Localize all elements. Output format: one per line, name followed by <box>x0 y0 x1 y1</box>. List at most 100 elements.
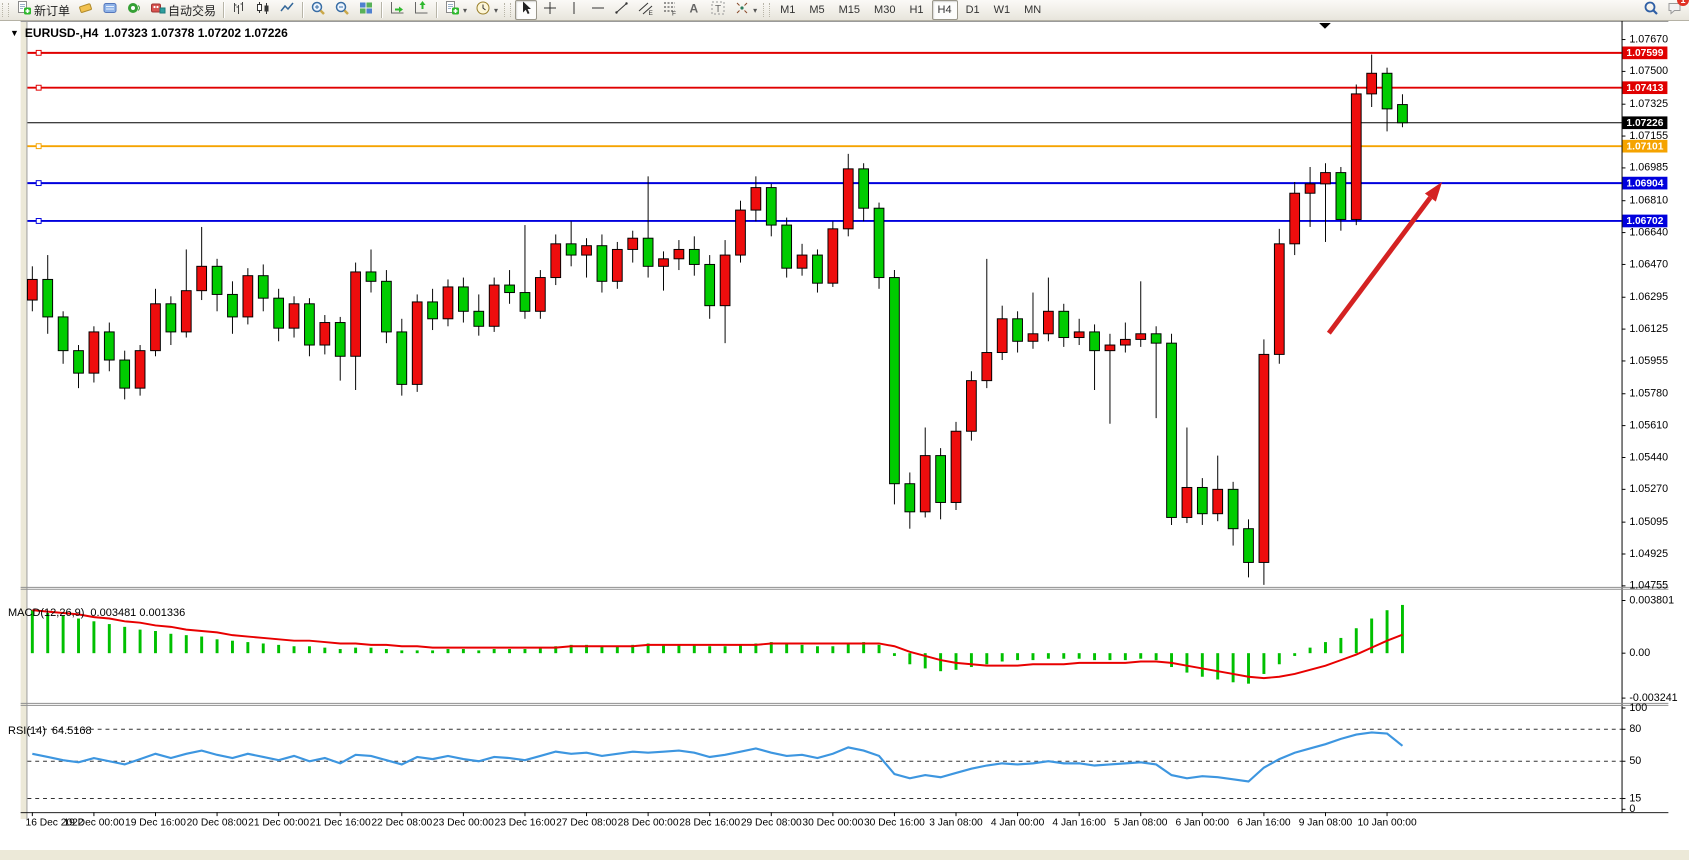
timeframe-m15-button[interactable]: M15 <box>833 0 866 20</box>
candle <box>1397 94 1408 128</box>
candlestick-mode-button[interactable] <box>252 0 274 20</box>
trend-arrow-annotation[interactable] <box>1326 181 1443 335</box>
candle <box>1135 281 1147 347</box>
candle-body-bear <box>812 254 823 284</box>
auto-scroll-button[interactable] <box>386 0 408 20</box>
rsi-tick-label: 15 <box>1629 792 1641 804</box>
timeframe-h4-button[interactable]: H4 <box>931 0 958 20</box>
candle <box>781 217 793 278</box>
vertical-line-tool-button[interactable] <box>563 0 585 20</box>
toolbar-grip[interactable] <box>2 3 9 17</box>
candle <box>1227 481 1239 546</box>
candle-body-bear <box>381 280 392 333</box>
candle-body-bull <box>1258 353 1270 563</box>
candle <box>1381 67 1393 132</box>
support-line-1-anchor[interactable] <box>35 180 42 187</box>
cursor-button[interactable] <box>515 0 538 21</box>
bar-chart-mode-button[interactable] <box>228 0 250 20</box>
collapse-triangle-icon[interactable]: ▼ <box>10 28 19 38</box>
rsi-panel[interactable]: 100 80 50 150 <box>27 702 1647 815</box>
zoom-out-button[interactable] <box>331 0 353 20</box>
dropdown-caret-icon[interactable]: ▾ <box>463 5 468 15</box>
timeframe-h1-button[interactable]: H1 <box>903 0 929 20</box>
timeframe-mn-button[interactable]: MN <box>1018 0 1047 20</box>
window-left-edge <box>20 21 27 820</box>
resistance-line-2-anchor[interactable] <box>35 84 42 91</box>
toolbar-grip[interactable] <box>763 3 771 17</box>
candle-body-bull <box>827 228 839 284</box>
price-tick-label: 1.06985 <box>1629 162 1668 174</box>
candle-body-bear <box>781 224 793 269</box>
auto-trading-button[interactable]: 自动交易 <box>147 0 219 20</box>
timeframe-label: D1 <box>965 4 980 16</box>
price-tick-label: 1.05955 <box>1629 355 1668 367</box>
support-line-2-anchor[interactable] <box>35 218 42 224</box>
timeframe-label: MN <box>1024 4 1042 16</box>
toolbar-grip[interactable] <box>504 3 512 17</box>
svg-text:E: E <box>649 10 654 16</box>
timeframe-d1-button[interactable]: D1 <box>960 0 986 20</box>
time-tick-label: 20 Dec 08:00 <box>187 818 248 829</box>
tile-windows-icon <box>358 0 374 21</box>
dropdown-caret-icon[interactable]: ▾ <box>753 5 758 15</box>
new-chart-button[interactable]: ▾ <box>441 0 470 20</box>
styler-button[interactable] <box>75 0 97 20</box>
candle <box>334 316 346 381</box>
macd-panel[interactable]: 0.003801 0.00 -0.003241 <box>30 594 1678 704</box>
resistance-line-1-anchor[interactable] <box>35 49 42 56</box>
chart-surface[interactable]: 1.07670 1.07500 1.07325 1.07155 1.06985 1.068… <box>0 21 1689 860</box>
candle <box>350 262 361 391</box>
candle-body-bull <box>611 248 623 282</box>
text-icon: A <box>686 0 702 21</box>
candle-body-bear <box>1227 488 1239 530</box>
new-order-button[interactable]: 新订单 <box>13 0 73 20</box>
candle <box>642 176 654 278</box>
price-tag: 1.06702 <box>1622 214 1668 228</box>
text-label-tool-button[interactable]: T <box>707 0 729 20</box>
candle <box>919 427 931 518</box>
line-chart-mode-button[interactable] <box>276 0 298 20</box>
period-presets-button[interactable]: ▾ <box>472 0 501 20</box>
blue-box-icon <box>102 0 118 21</box>
candle <box>750 176 762 222</box>
timeframe-m1-button[interactable]: M1 <box>774 0 801 20</box>
chart-shift-button[interactable] <box>410 0 432 20</box>
crosshair-button[interactable] <box>539 0 561 20</box>
pivot-line-anchor[interactable] <box>35 143 42 150</box>
candle <box>1304 166 1316 227</box>
candle-body-bull <box>1366 72 1378 95</box>
timeframe-m5-button[interactable]: M5 <box>803 0 830 20</box>
equidistant-channel-tool-button[interactable]: E <box>635 0 657 20</box>
candle-body-bull <box>350 271 361 357</box>
candle-body-bull <box>411 301 423 385</box>
zoom-in-button[interactable] <box>307 0 329 20</box>
candle <box>519 225 531 319</box>
candle <box>627 230 639 263</box>
trendline-tool-button[interactable] <box>611 0 633 20</box>
notifications-button[interactable]: 1 <box>1667 0 1689 21</box>
macd-values: 0.003481 0.001336 <box>90 607 186 619</box>
candle <box>842 153 854 237</box>
candle <box>658 251 669 291</box>
candle <box>458 277 469 323</box>
chart-shift-marker-icon[interactable] <box>1319 22 1331 29</box>
timeframe-m30-button[interactable]: M30 <box>868 0 901 20</box>
candle-body-bull <box>242 275 254 318</box>
horizontal-line-tool-button[interactable] <box>587 0 609 20</box>
price-tick-label: 1.06470 <box>1629 258 1668 270</box>
search-button[interactable] <box>1643 0 1659 21</box>
alerts-button[interactable] <box>123 0 145 20</box>
timeframe-w1-button[interactable]: W1 <box>988 0 1017 20</box>
candle <box>1027 292 1039 349</box>
fibonacci-tool-button[interactable]: F <box>659 0 681 20</box>
text-tool-button[interactable]: A <box>683 0 705 20</box>
price-tick-label: 1.07670 <box>1629 33 1668 45</box>
arrows-icon <box>734 0 750 21</box>
tile-windows-button[interactable] <box>355 0 377 20</box>
crosshair-icon <box>542 0 558 21</box>
timeframe-label: M5 <box>809 4 825 16</box>
cursor-icon <box>518 0 534 21</box>
arrows-tool-button[interactable]: ▾ <box>731 0 760 20</box>
dropdown-caret-icon[interactable]: ▾ <box>494 5 499 15</box>
market-watch-button[interactable] <box>99 0 121 20</box>
